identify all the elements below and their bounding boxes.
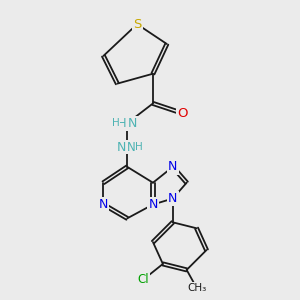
- Text: NH: NH: [110, 117, 127, 130]
- Text: H: H: [135, 142, 143, 152]
- Text: N: N: [168, 192, 178, 205]
- Text: N: N: [168, 160, 178, 173]
- Text: O: O: [177, 107, 188, 120]
- Text: N: N: [99, 198, 108, 211]
- Text: N: N: [128, 117, 138, 130]
- Text: CH₃: CH₃: [187, 283, 206, 293]
- Text: S: S: [133, 18, 141, 31]
- Text: N: N: [117, 140, 126, 154]
- Text: N: N: [148, 198, 158, 211]
- Text: Cl: Cl: [137, 273, 149, 286]
- Text: H: H: [112, 118, 119, 128]
- Text: NH: NH: [127, 140, 145, 154]
